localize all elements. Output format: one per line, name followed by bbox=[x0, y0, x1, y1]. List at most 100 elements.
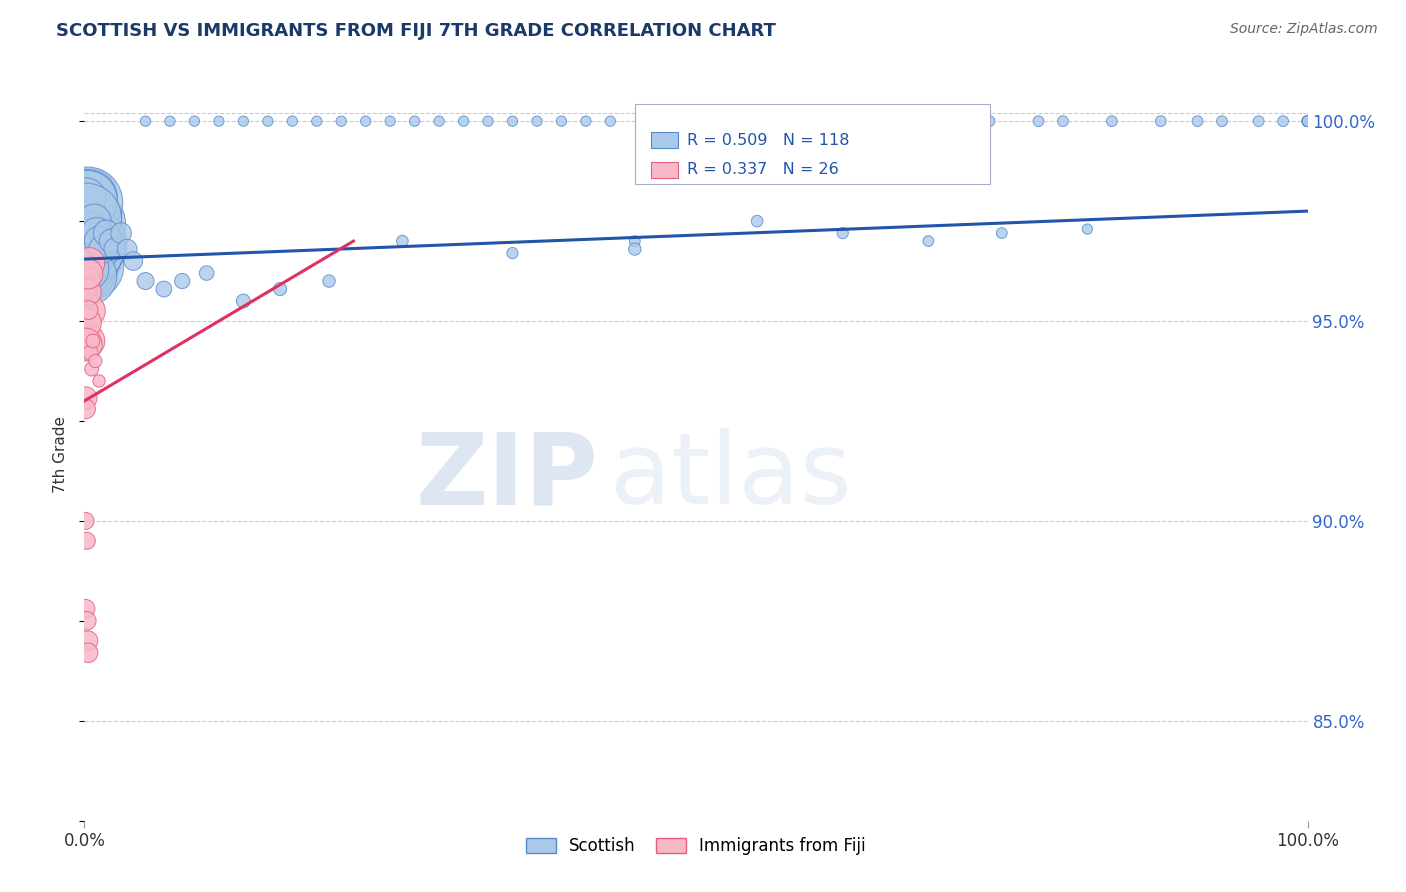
Point bbox=[305, 114, 328, 128]
Point bbox=[77, 269, 100, 284]
Point bbox=[1150, 114, 1173, 128]
Point bbox=[91, 242, 114, 256]
Point bbox=[831, 226, 853, 240]
Point bbox=[122, 254, 145, 268]
Point bbox=[1101, 114, 1123, 128]
Point bbox=[135, 274, 157, 288]
Point bbox=[76, 338, 98, 352]
Point bbox=[917, 234, 939, 248]
Text: ZIP: ZIP bbox=[415, 428, 598, 525]
Point bbox=[104, 242, 127, 256]
Point bbox=[672, 114, 695, 128]
Point bbox=[77, 285, 100, 299]
Point bbox=[76, 262, 98, 277]
Point bbox=[208, 114, 231, 128]
Point bbox=[75, 337, 97, 351]
Point bbox=[183, 114, 205, 128]
Point bbox=[75, 391, 97, 405]
Point bbox=[76, 205, 98, 219]
Point bbox=[1296, 114, 1319, 128]
Point bbox=[281, 114, 304, 128]
Point bbox=[76, 614, 98, 628]
Point bbox=[1247, 114, 1270, 128]
Point bbox=[77, 633, 100, 648]
Point bbox=[76, 273, 98, 287]
Point bbox=[75, 235, 97, 250]
Point bbox=[76, 218, 98, 232]
Point bbox=[1296, 114, 1319, 128]
Point bbox=[76, 243, 98, 257]
Point bbox=[75, 602, 97, 616]
Point bbox=[1296, 114, 1319, 128]
Point bbox=[79, 236, 101, 251]
Point bbox=[75, 281, 97, 295]
Point bbox=[1296, 114, 1319, 128]
Point bbox=[75, 514, 97, 528]
Point bbox=[477, 114, 499, 128]
Point bbox=[502, 246, 524, 260]
Point bbox=[77, 246, 100, 260]
Point bbox=[624, 242, 647, 256]
Point bbox=[979, 114, 1001, 128]
Text: R = 0.337   N = 26: R = 0.337 N = 26 bbox=[688, 162, 839, 178]
Point bbox=[709, 114, 731, 128]
Point bbox=[453, 114, 475, 128]
Point bbox=[80, 362, 103, 376]
Point bbox=[87, 374, 110, 388]
Point bbox=[76, 325, 98, 339]
Point bbox=[80, 226, 103, 240]
Point bbox=[77, 240, 100, 254]
Point bbox=[1296, 114, 1319, 128]
Point bbox=[232, 114, 254, 128]
Point bbox=[77, 256, 100, 270]
Point bbox=[1211, 114, 1233, 128]
Point bbox=[76, 267, 98, 281]
Point bbox=[75, 268, 97, 283]
Point bbox=[747, 114, 769, 128]
Point bbox=[79, 346, 101, 360]
Point bbox=[135, 114, 157, 128]
Legend: Scottish, Immigrants from Fiji: Scottish, Immigrants from Fiji bbox=[517, 829, 875, 863]
Point bbox=[1296, 114, 1319, 128]
Point bbox=[153, 282, 176, 296]
Point bbox=[75, 316, 97, 330]
Point bbox=[747, 214, 769, 228]
Point bbox=[110, 226, 132, 240]
Point bbox=[869, 114, 891, 128]
Point bbox=[330, 114, 353, 128]
Point bbox=[100, 234, 122, 248]
Point bbox=[83, 214, 105, 228]
Point bbox=[77, 646, 100, 660]
Point bbox=[76, 242, 98, 256]
Point bbox=[1272, 114, 1295, 128]
Point bbox=[77, 264, 100, 278]
Point bbox=[257, 114, 280, 128]
Point bbox=[1296, 114, 1319, 128]
Point bbox=[76, 229, 98, 244]
Point bbox=[636, 114, 658, 128]
Point bbox=[1028, 114, 1050, 128]
Point bbox=[550, 114, 572, 128]
Point bbox=[404, 114, 426, 128]
Point bbox=[76, 194, 98, 208]
Point bbox=[76, 195, 98, 210]
FancyBboxPatch shape bbox=[651, 161, 678, 178]
Point bbox=[624, 234, 647, 248]
Point bbox=[502, 114, 524, 128]
Point bbox=[391, 234, 413, 248]
Point bbox=[599, 114, 621, 128]
Point bbox=[77, 247, 100, 261]
Point bbox=[575, 114, 598, 128]
Point bbox=[1296, 114, 1319, 128]
Point bbox=[195, 266, 218, 280]
Point bbox=[79, 235, 101, 249]
Point bbox=[80, 210, 103, 224]
Text: Source: ZipAtlas.com: Source: ZipAtlas.com bbox=[1230, 22, 1378, 37]
Text: R = 0.509   N = 118: R = 0.509 N = 118 bbox=[688, 133, 849, 148]
Point bbox=[79, 271, 101, 285]
Point bbox=[526, 114, 548, 128]
Point bbox=[354, 114, 377, 128]
Point bbox=[1296, 114, 1319, 128]
Point bbox=[172, 274, 194, 288]
Point bbox=[79, 251, 101, 265]
